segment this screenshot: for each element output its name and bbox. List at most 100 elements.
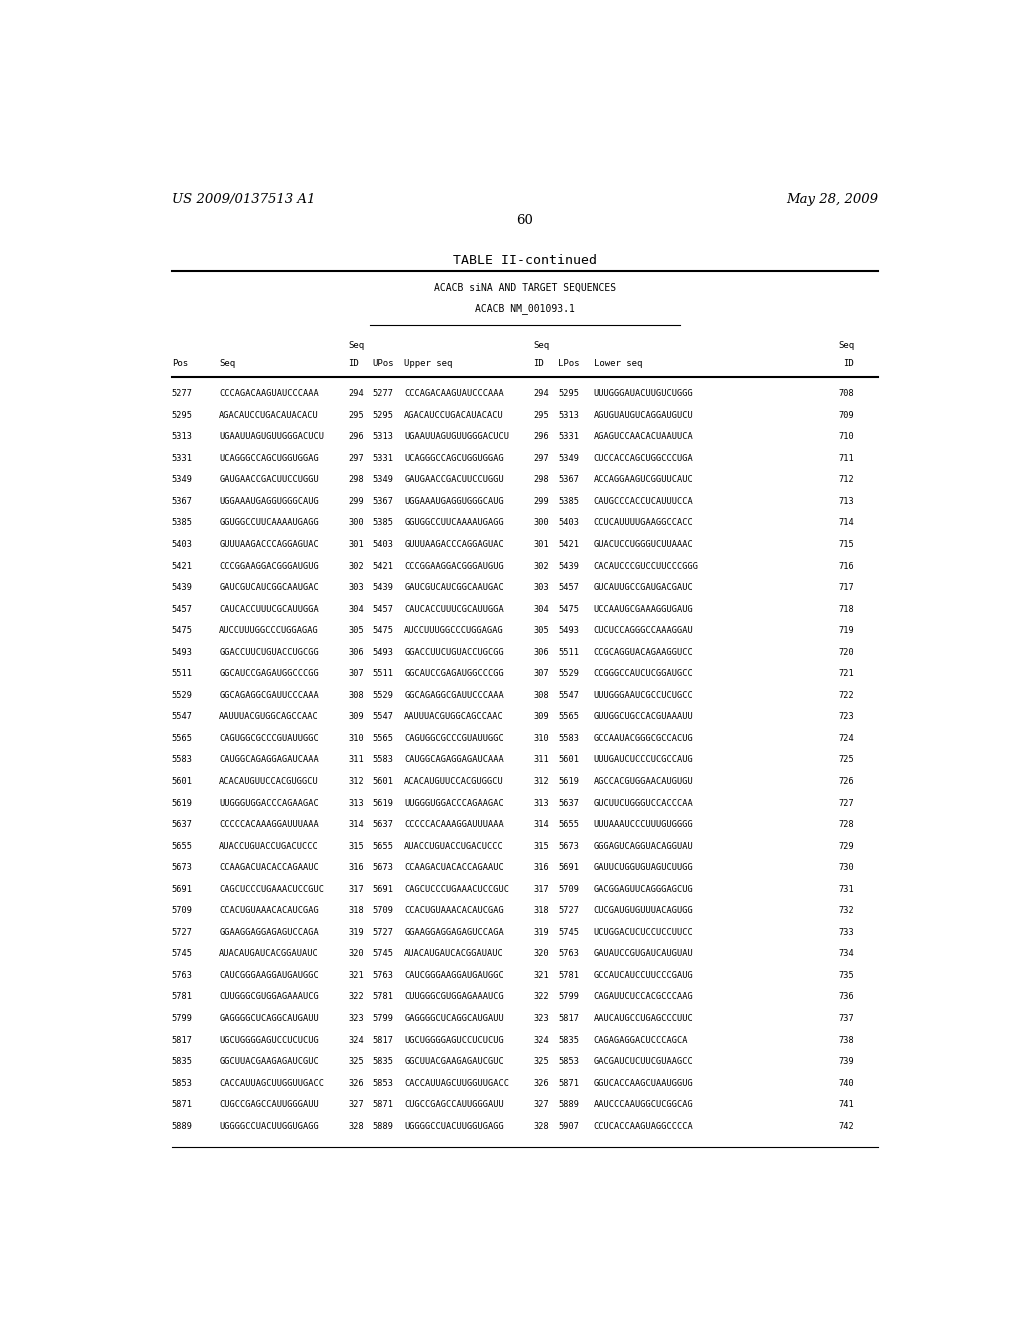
Text: 5547: 5547 bbox=[373, 713, 393, 721]
Text: GGUCACCAAGCUAAUGGUG: GGUCACCAAGCUAAUGGUG bbox=[594, 1078, 693, 1088]
Text: GAUGAACCGACUUCCUGGU: GAUGAACCGACUUCCUGGU bbox=[219, 475, 319, 484]
Text: 306: 306 bbox=[348, 648, 365, 656]
Text: GACGAUCUCUUCGUAAGCC: GACGAUCUCUUCGUAAGCC bbox=[594, 1057, 693, 1067]
Text: 5475: 5475 bbox=[558, 605, 580, 614]
Text: 5835: 5835 bbox=[172, 1057, 193, 1067]
Text: 730: 730 bbox=[839, 863, 854, 873]
Text: 5475: 5475 bbox=[373, 626, 393, 635]
Text: AUCCUUUGGCCCUGGAGAG: AUCCUUUGGCCCUGGAGAG bbox=[219, 626, 319, 635]
Text: 310: 310 bbox=[348, 734, 365, 743]
Text: ID: ID bbox=[348, 359, 359, 368]
Text: CAUCACCUUUCGCAUUGGA: CAUCACCUUUCGCAUUGGA bbox=[219, 605, 319, 614]
Text: AGACAUCCUGACAUACACU: AGACAUCCUGACAUACACU bbox=[404, 411, 504, 420]
Text: 5817: 5817 bbox=[558, 1014, 580, 1023]
Text: 326: 326 bbox=[534, 1078, 549, 1088]
Text: 304: 304 bbox=[534, 605, 549, 614]
Text: UGGGGCCUACUUGGUGAGG: UGGGGCCUACUUGGUGAGG bbox=[404, 1122, 504, 1131]
Text: CAUGGCAGAGGAGAUCAAA: CAUGGCAGAGGAGAUCAAA bbox=[404, 755, 504, 764]
Text: CCCAGACAAGUAUCCCAAA: CCCAGACAAGUAUCCCAAA bbox=[404, 389, 504, 399]
Text: CCUCAUUUUGAAGGCCACC: CCUCAUUUUGAAGGCCACC bbox=[594, 519, 693, 528]
Text: 5619: 5619 bbox=[172, 799, 193, 808]
Text: 5853: 5853 bbox=[172, 1078, 193, 1088]
Text: 317: 317 bbox=[534, 884, 549, 894]
Text: 313: 313 bbox=[348, 799, 365, 808]
Text: UCCAAUGCGAAAGGUGAUG: UCCAAUGCGAAAGGUGAUG bbox=[594, 605, 693, 614]
Text: 5331: 5331 bbox=[172, 454, 193, 463]
Text: 5709: 5709 bbox=[172, 907, 193, 915]
Text: 306: 306 bbox=[534, 648, 549, 656]
Text: 317: 317 bbox=[348, 884, 365, 894]
Text: 5529: 5529 bbox=[373, 690, 393, 700]
Text: 5547: 5547 bbox=[558, 690, 580, 700]
Text: 323: 323 bbox=[534, 1014, 549, 1023]
Text: GGCUUACGAAGAGAUCGUC: GGCUUACGAAGAGAUCGUC bbox=[219, 1057, 319, 1067]
Text: 5295: 5295 bbox=[172, 411, 193, 420]
Text: 311: 311 bbox=[534, 755, 549, 764]
Text: ACACB NM_001093.1: ACACB NM_001093.1 bbox=[475, 302, 574, 314]
Text: 328: 328 bbox=[534, 1122, 549, 1131]
Text: 728: 728 bbox=[839, 820, 854, 829]
Text: 722: 722 bbox=[839, 690, 854, 700]
Text: 5799: 5799 bbox=[558, 993, 580, 1002]
Text: 5745: 5745 bbox=[558, 928, 580, 937]
Text: 5799: 5799 bbox=[172, 1014, 193, 1023]
Text: 5439: 5439 bbox=[558, 561, 580, 570]
Text: GAGGGGCUCAGGCAUGAUU: GAGGGGCUCAGGCAUGAUU bbox=[404, 1014, 504, 1023]
Text: 328: 328 bbox=[348, 1122, 365, 1131]
Text: 5493: 5493 bbox=[172, 648, 193, 656]
Text: 5277: 5277 bbox=[172, 389, 193, 399]
Text: CAUCGGGAAGGAUGAUGGC: CAUCGGGAAGGAUGAUGGC bbox=[219, 972, 319, 979]
Text: 320: 320 bbox=[348, 949, 365, 958]
Text: 5907: 5907 bbox=[558, 1122, 580, 1131]
Text: 5457: 5457 bbox=[558, 583, 580, 593]
Text: 305: 305 bbox=[348, 626, 365, 635]
Text: 5457: 5457 bbox=[373, 605, 393, 614]
Text: 309: 309 bbox=[534, 713, 549, 721]
Text: 5673: 5673 bbox=[172, 863, 193, 873]
Text: ID: ID bbox=[844, 359, 854, 368]
Text: 5637: 5637 bbox=[172, 820, 193, 829]
Text: 301: 301 bbox=[348, 540, 365, 549]
Text: 5853: 5853 bbox=[558, 1057, 580, 1067]
Text: 5547: 5547 bbox=[172, 713, 193, 721]
Text: AGACAUCCUGACAUACACU: AGACAUCCUGACAUACACU bbox=[219, 411, 319, 420]
Text: 5727: 5727 bbox=[558, 907, 580, 915]
Text: 5583: 5583 bbox=[558, 734, 580, 743]
Text: TABLE II-continued: TABLE II-continued bbox=[453, 253, 597, 267]
Text: 5763: 5763 bbox=[172, 972, 193, 979]
Text: 316: 316 bbox=[534, 863, 549, 873]
Text: AAUUUACGUGGCAGCCAAC: AAUUUACGUGGCAGCCAAC bbox=[404, 713, 504, 721]
Text: 5691: 5691 bbox=[373, 884, 393, 894]
Text: AAUUUACGUGGCAGCCAAC: AAUUUACGUGGCAGCCAAC bbox=[219, 713, 319, 721]
Text: UUUGGGAUACUUGUCUGGG: UUUGGGAUACUUGUCUGGG bbox=[594, 389, 693, 399]
Text: 298: 298 bbox=[534, 475, 549, 484]
Text: 327: 327 bbox=[348, 1100, 365, 1109]
Text: 302: 302 bbox=[534, 561, 549, 570]
Text: CAGCUCCCUGAAACUCCGUC: CAGCUCCCUGAAACUCCGUC bbox=[219, 884, 325, 894]
Text: CCUCACCAAGUAGGCCCCA: CCUCACCAAGUAGGCCCCA bbox=[594, 1122, 693, 1131]
Text: 294: 294 bbox=[348, 389, 365, 399]
Text: 5367: 5367 bbox=[172, 496, 193, 506]
Text: LPos: LPos bbox=[558, 359, 580, 368]
Text: 5385: 5385 bbox=[558, 496, 580, 506]
Text: Pos: Pos bbox=[172, 359, 187, 368]
Text: GGUGGCCUUCAAAAUGAGG: GGUGGCCUUCAAAAUGAGG bbox=[404, 519, 504, 528]
Text: 303: 303 bbox=[348, 583, 365, 593]
Text: CUUGGGCGUGGAGAAAUCG: CUUGGGCGUGGAGAAAUCG bbox=[404, 993, 504, 1002]
Text: CCGCAGGUACAGAAGGUCC: CCGCAGGUACAGAAGGUCC bbox=[594, 648, 693, 656]
Text: 5421: 5421 bbox=[373, 561, 393, 570]
Text: 5295: 5295 bbox=[558, 389, 580, 399]
Text: 708: 708 bbox=[839, 389, 854, 399]
Text: UGGAAAUGAGGUGGGCAUG: UGGAAAUGAGGUGGGCAUG bbox=[404, 496, 504, 506]
Text: 325: 325 bbox=[348, 1057, 365, 1067]
Text: UGCUGGGGAGUCCUCUCUG: UGCUGGGGAGUCCUCUCUG bbox=[404, 1036, 504, 1044]
Text: 300: 300 bbox=[348, 519, 365, 528]
Text: 5709: 5709 bbox=[373, 907, 393, 915]
Text: 737: 737 bbox=[839, 1014, 854, 1023]
Text: 305: 305 bbox=[534, 626, 549, 635]
Text: UCUGGACUCUCCUCCUUCC: UCUGGACUCUCCUCCUUCC bbox=[594, 928, 693, 937]
Text: 712: 712 bbox=[839, 475, 854, 484]
Text: 5493: 5493 bbox=[373, 648, 393, 656]
Text: 724: 724 bbox=[839, 734, 854, 743]
Text: 715: 715 bbox=[839, 540, 854, 549]
